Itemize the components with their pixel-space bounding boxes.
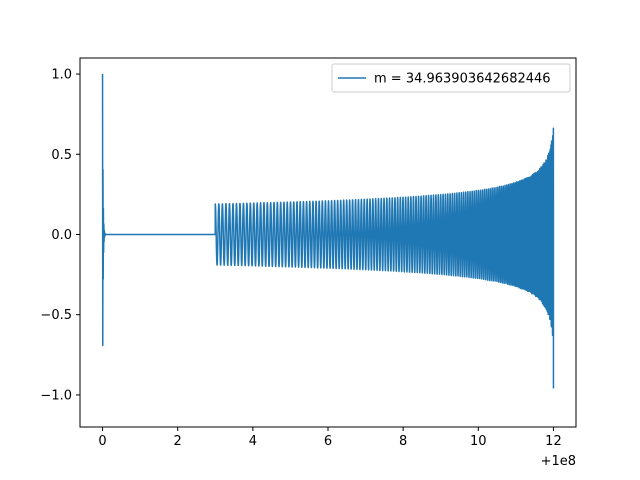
y-tick-label: 0.0	[51, 228, 72, 243]
series-line	[101, 74, 555, 389]
y-tick-label: −1.0	[40, 388, 72, 403]
y-axis: 1.0 0.5 0.0 −0.5 −1.0	[40, 68, 80, 403]
x-tick-label: 2	[174, 434, 182, 449]
x-tick-label: 0	[98, 434, 106, 449]
plot-area	[101, 74, 555, 389]
x-tick-label: 6	[324, 434, 332, 449]
legend-label: m = 34.963903642682446	[374, 72, 551, 87]
x-tick-label: 10	[470, 434, 487, 449]
legend: m = 34.963903642682446	[331, 63, 571, 93]
legend-box	[331, 63, 571, 93]
x-tick-label: 4	[249, 434, 257, 449]
x-axis: 0 2 4 6 8 10 12	[98, 427, 562, 449]
y-tick-label: 0.5	[51, 148, 72, 163]
x-axis-offset-label: +1e8	[541, 454, 576, 469]
y-tick-label: 1.0	[51, 68, 72, 83]
x-tick-label: 8	[399, 434, 407, 449]
y-tick-label: −0.5	[40, 308, 72, 323]
x-tick-label: 12	[545, 434, 562, 449]
